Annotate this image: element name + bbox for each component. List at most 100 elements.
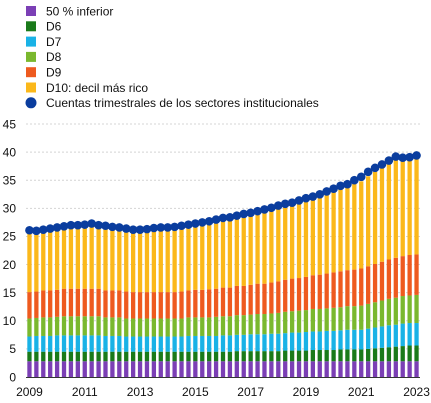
bar-segment [262, 351, 267, 362]
bar-segment [303, 350, 309, 362]
y-tick-label: 10 [3, 314, 17, 328]
bar-segment [400, 296, 405, 324]
bar-segment [414, 294, 419, 324]
bar-segment [61, 316, 67, 336]
bar-segment [89, 361, 94, 377]
bar-segment [400, 256, 405, 297]
bar-segment [379, 361, 385, 377]
marker-point [142, 224, 152, 234]
legend-marker [25, 97, 37, 109]
bar-segment [255, 213, 260, 284]
marker-point [197, 218, 207, 227]
marker-point [218, 213, 228, 223]
bar-segment [227, 351, 233, 362]
bar-segment [165, 351, 170, 362]
marker-point [308, 192, 318, 201]
bar-segment [110, 351, 115, 362]
bar-segment [331, 272, 336, 308]
bar-segment [372, 302, 378, 328]
bar-segment [276, 351, 281, 362]
bar-segment [34, 335, 39, 352]
bar-segment [172, 318, 177, 337]
bar-segment [151, 318, 157, 337]
bar-segment [89, 225, 94, 289]
bar-segment [124, 361, 129, 377]
bar-segment [345, 270, 350, 307]
y-tick-label: 40 [3, 145, 17, 159]
bar-segment [241, 217, 246, 286]
bar-segment [186, 227, 191, 291]
bar-segment [137, 318, 143, 337]
bar-segment [400, 361, 405, 377]
bar-segment [407, 361, 412, 377]
bar-segment [179, 291, 184, 319]
bar-segment [248, 361, 253, 377]
bar-segment [34, 317, 39, 336]
bar-segment [110, 361, 115, 377]
bar-segment [352, 269, 357, 307]
bar-segment [296, 361, 302, 377]
bar-segment [75, 288, 80, 317]
bar-segment [124, 351, 129, 362]
bar-segment [213, 316, 219, 336]
bar-segment [68, 361, 74, 377]
bar-segment [75, 225, 80, 289]
bar-segment [172, 336, 177, 352]
bar-segment [213, 361, 219, 377]
bar-segment [400, 323, 405, 347]
marker-point [280, 199, 290, 209]
bar-segment [317, 350, 322, 362]
x-tick-label: 2023 [403, 385, 430, 399]
bar-segment [248, 314, 253, 335]
bar-segment [48, 228, 53, 291]
bar-segment [414, 361, 419, 377]
bar-segment [75, 316, 80, 336]
bar-segment [213, 351, 219, 362]
bar-segment [117, 228, 122, 291]
bar-segment [289, 278, 295, 312]
bar-segment [262, 212, 267, 284]
bar-segment [276, 312, 281, 334]
legend-swatch [26, 51, 36, 62]
bar-segment [54, 316, 60, 336]
bar-segment [234, 361, 239, 377]
bar-segment [89, 351, 94, 362]
bar-segment [234, 315, 239, 335]
bar-segment [262, 361, 267, 377]
legend-swatch [26, 21, 36, 32]
marker-point [38, 225, 48, 234]
bar-segment [283, 333, 288, 351]
bar-segment [75, 361, 80, 377]
bar-segment [276, 207, 281, 282]
bar-segment [61, 351, 67, 362]
x-axis-ticks: 2009 2011 2013 2015 2017 2019 2021 2023 [16, 385, 430, 399]
bar-segment [207, 351, 212, 362]
bar-segment [117, 335, 122, 352]
bar-segment [414, 323, 419, 346]
bar-segment [144, 230, 150, 293]
bar-segment [310, 196, 316, 276]
bar-segment [103, 317, 108, 336]
marker-point [115, 223, 124, 232]
bar-segment [137, 292, 143, 319]
marker-point [267, 203, 276, 213]
bar-segment [255, 334, 260, 352]
bar-segment [317, 331, 322, 351]
bar-segment [144, 351, 150, 362]
marker-point [25, 225, 34, 235]
bar-segment [407, 295, 412, 324]
marker-point [412, 151, 421, 160]
marker-point [45, 224, 55, 233]
marker-point [177, 221, 186, 231]
marker-point [322, 187, 331, 196]
bar-segment [303, 332, 309, 351]
bar-segment [324, 273, 329, 309]
bar-segment [359, 361, 364, 377]
bar-segment [352, 361, 357, 377]
legend-label: D8 [46, 50, 62, 64]
bar-segment [193, 335, 198, 352]
bar-segment [110, 290, 115, 318]
bar-segment [372, 327, 378, 349]
bar-segment [262, 334, 267, 352]
